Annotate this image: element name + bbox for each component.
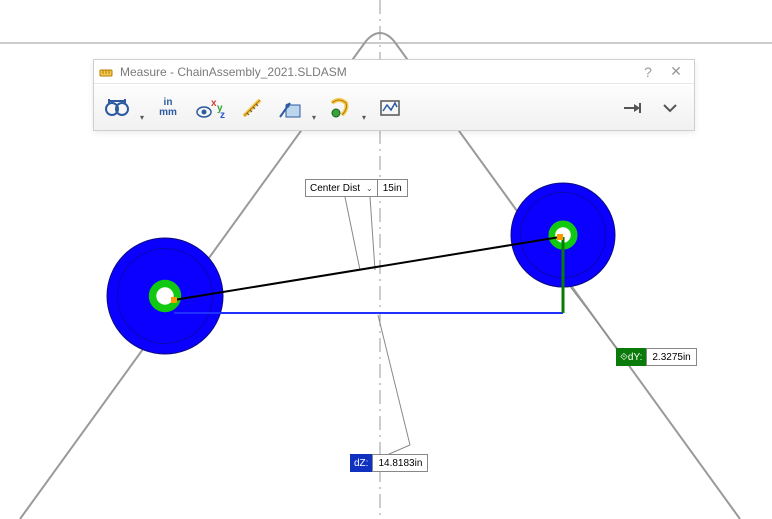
- center-dist-dropdown[interactable]: Center Dist ⌄: [305, 179, 378, 197]
- units-top: in: [164, 98, 173, 108]
- measure-titlebar[interactable]: Measure - ChainAssembly_2021.SLDASM ? ✕: [94, 60, 694, 84]
- chevron-down-icon: ▾: [312, 113, 316, 122]
- sprocket-left[interactable]: [107, 238, 223, 354]
- point-to-point-tool[interactable]: [234, 90, 270, 126]
- svg-text:z: z: [220, 110, 225, 121]
- create-sensor-tool[interactable]: [372, 90, 408, 126]
- projected-on-tool[interactable]: ▾: [272, 90, 320, 126]
- units-tool[interactable]: inmm: [150, 90, 186, 126]
- arc-circle-tool[interactable]: ▾: [100, 90, 148, 126]
- dy-tag: ⟐ dY:: [616, 348, 646, 366]
- close-button[interactable]: ✕: [662, 63, 690, 80]
- measure-window: Measure - ChainAssembly_2021.SLDASM ? ✕ …: [93, 59, 695, 131]
- xyz-tool[interactable]: xyz: [188, 90, 232, 126]
- dz-value: 14.8183in: [372, 454, 428, 472]
- center-dist-value: 15in: [378, 179, 408, 197]
- dy-value: 2.3275in: [646, 348, 696, 366]
- help-button[interactable]: ?: [634, 64, 662, 80]
- dy-readout[interactable]: ⟐ dY: 2.3275in: [616, 348, 697, 366]
- measure-toolbar: ▾ inmm xyz ▾ ▾: [94, 84, 694, 130]
- chevron-down-icon: ▾: [362, 113, 366, 122]
- chevron-down-icon: ⌄: [366, 184, 373, 193]
- chevron-down-icon: ▾: [140, 113, 144, 122]
- center-dist-readout[interactable]: Center Dist ⌄ 15in: [305, 179, 408, 197]
- measure-title: Measure - ChainAssembly_2021.SLDASM: [120, 65, 634, 79]
- units-bottom: mm: [159, 108, 177, 118]
- dz-tag: dZ:: [350, 454, 372, 472]
- measure-app-icon: [98, 64, 114, 80]
- pin-tool[interactable]: [614, 90, 650, 126]
- measure-history-tool[interactable]: ▾: [322, 90, 370, 126]
- dz-readout[interactable]: dZ: 14.8183in: [350, 454, 428, 472]
- expand-tool[interactable]: [652, 90, 688, 126]
- center-dist-label: Center Dist: [310, 183, 360, 194]
